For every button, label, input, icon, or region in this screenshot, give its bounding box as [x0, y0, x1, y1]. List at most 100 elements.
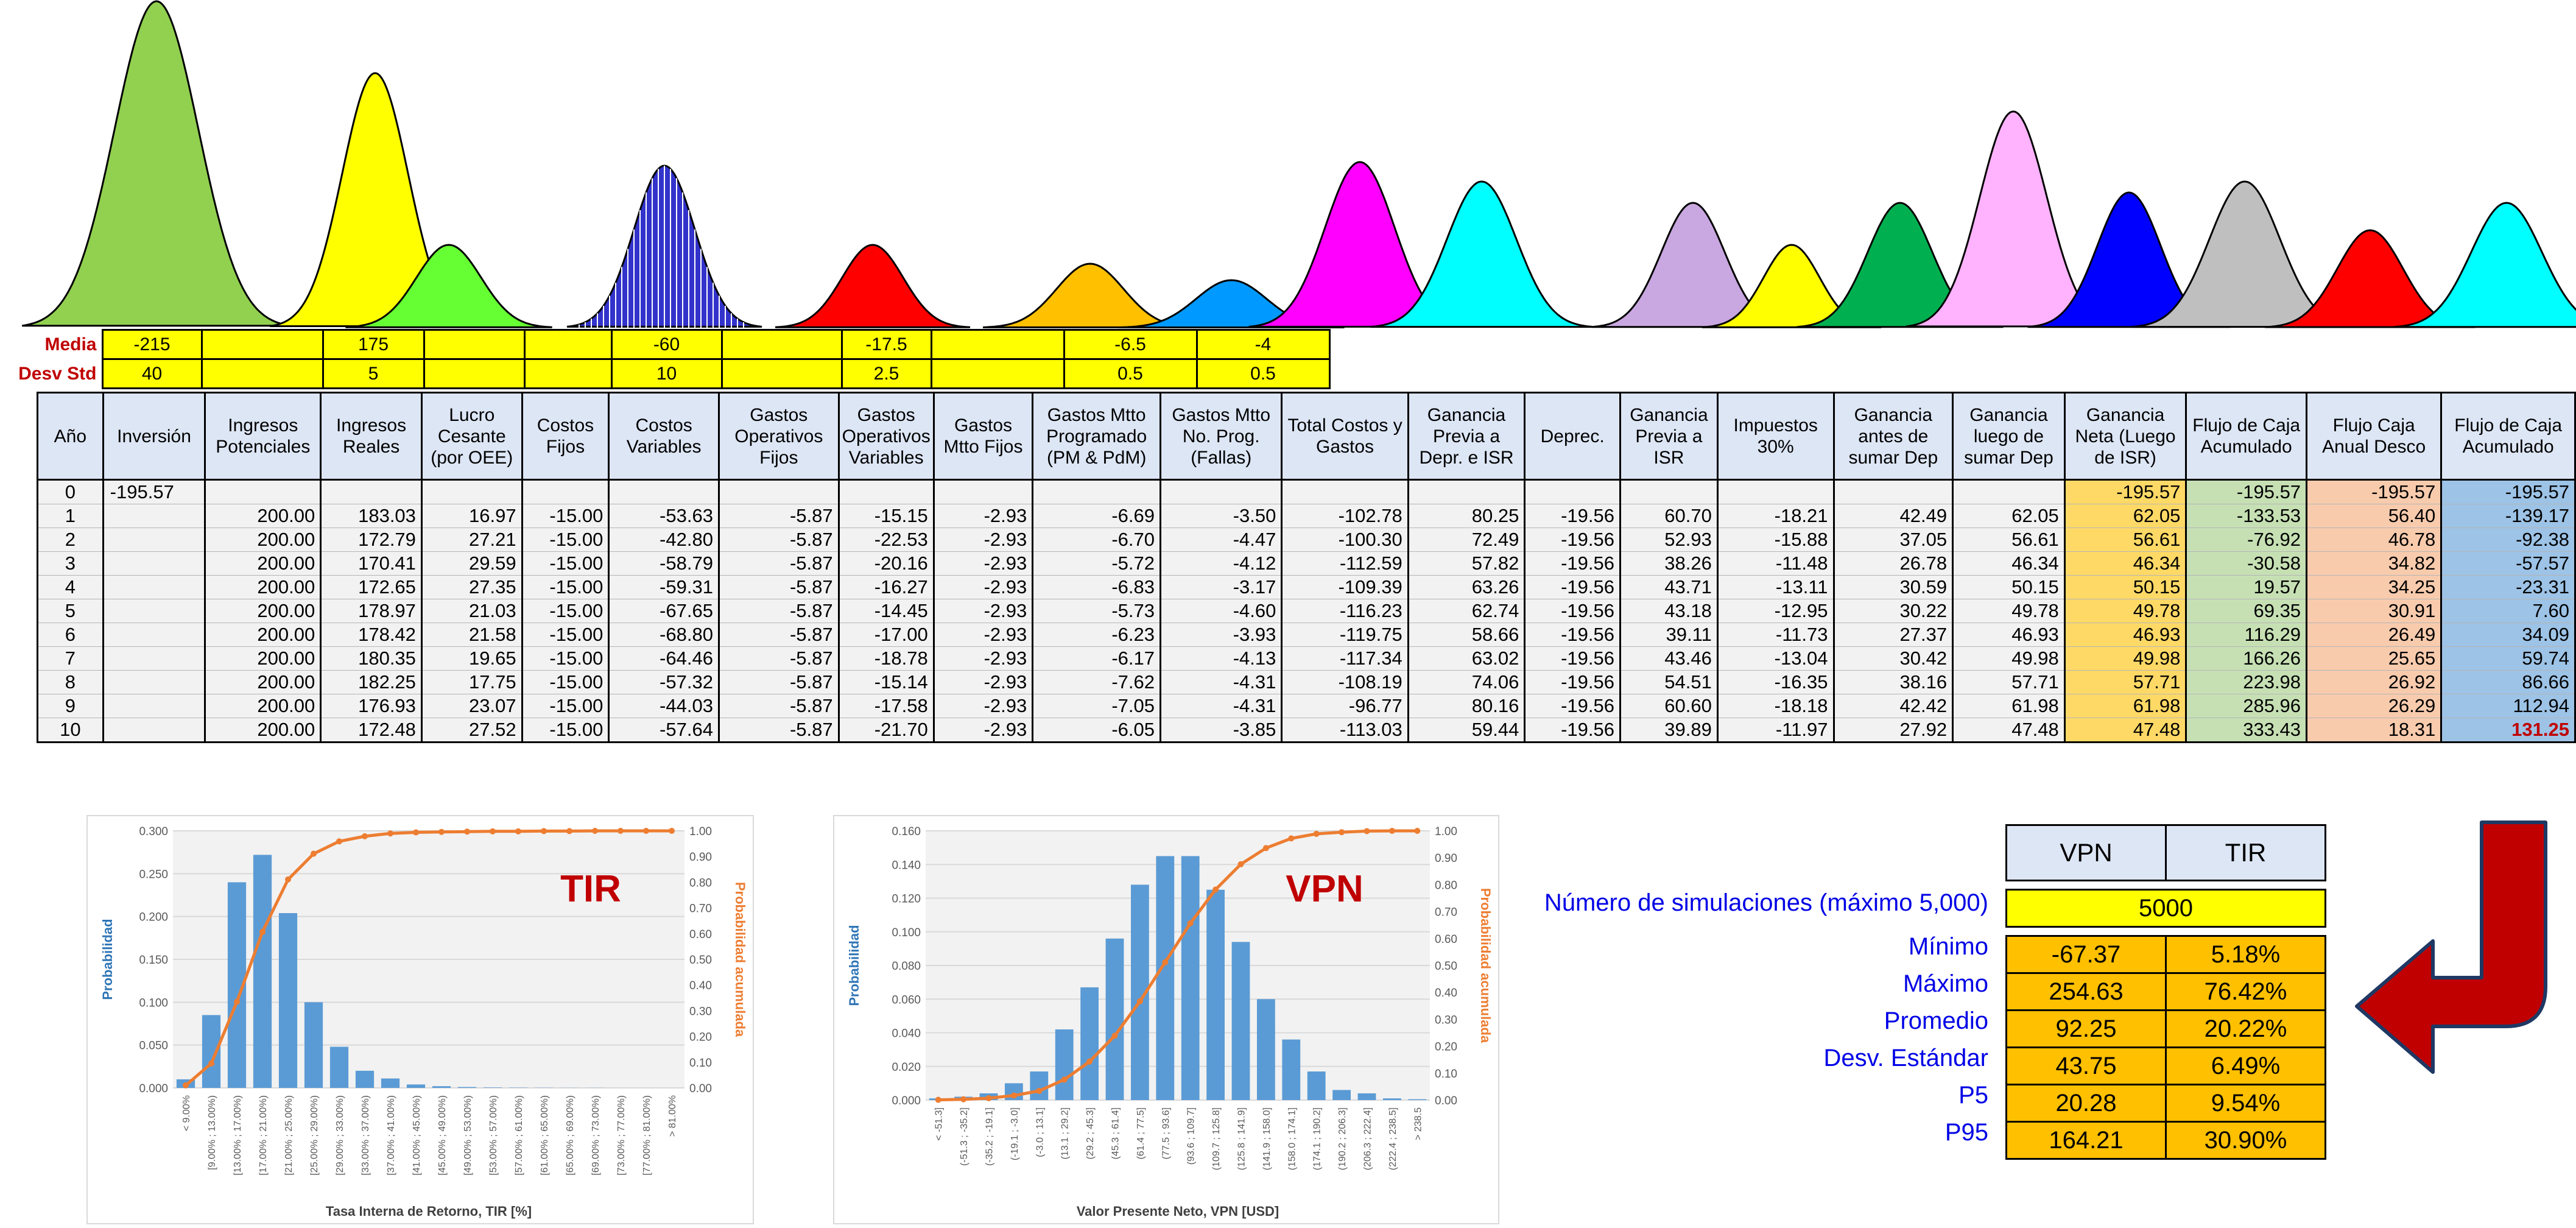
table-cell[interactable]: 47.48: [2063, 718, 2187, 743]
table-cell[interactable]: 46.78: [2306, 528, 2443, 552]
table-cell[interactable]: 43.71: [1619, 575, 1719, 599]
table-cell[interactable]: -92.38: [2440, 528, 2576, 552]
table-cell[interactable]: 26.78: [1832, 551, 1954, 576]
table-cell[interactable]: 47.48: [1952, 718, 2066, 743]
table-cell[interactable]: -17.58: [837, 694, 935, 718]
table-cell[interactable]: -17.00: [837, 623, 935, 647]
table-cell[interactable]: -11.73: [1716, 623, 1835, 647]
table-cell[interactable]: -57.32: [608, 670, 720, 694]
table-cell[interactable]: 80.16: [1407, 694, 1526, 718]
table-cell[interactable]: -133.53: [2185, 504, 2308, 528]
table-cell[interactable]: 30.42: [1832, 646, 1954, 671]
table-cell[interactable]: -7.05: [1032, 694, 1162, 718]
table-cell[interactable]: 26.92: [2306, 670, 2443, 694]
table-cell[interactable]: 69.35: [2185, 599, 2308, 623]
table-cell[interactable]: -15.00: [521, 718, 610, 743]
table-cell[interactable]: 9: [37, 694, 104, 718]
table-cell[interactable]: -6.83: [1032, 575, 1162, 599]
table-cell[interactable]: 27.52: [420, 718, 523, 743]
table-cell[interactable]: 56.40: [2306, 504, 2443, 528]
table-cell[interactable]: 180.35: [320, 646, 423, 671]
table-cell[interactable]: 2: [37, 528, 104, 552]
table-cell[interactable]: 10: [37, 718, 104, 743]
table-cell[interactable]: 30.91: [2306, 599, 2443, 623]
desv-cell[interactable]: 0.5: [1195, 358, 1331, 389]
table-cell[interactable]: 49.98: [2063, 646, 2187, 671]
table-cell[interactable]: 200.00: [204, 670, 322, 694]
table-cell[interactable]: -13.04: [1716, 646, 1835, 671]
table-cell[interactable]: -11.97: [1716, 718, 1835, 743]
table-cell[interactable]: -15.00: [521, 575, 610, 599]
table-cell[interactable]: -5.73: [1032, 599, 1162, 623]
table-cell[interactable]: 178.97: [320, 599, 423, 623]
table-cell[interactable]: -19.56: [1524, 694, 1621, 718]
table-cell[interactable]: -15.00: [521, 551, 610, 576]
table-cell[interactable]: 57.82: [1407, 551, 1526, 576]
table-cell[interactable]: 61.98: [1952, 694, 2066, 718]
table-cell[interactable]: 172.79: [320, 528, 423, 552]
table-cell[interactable]: 131.25: [2440, 718, 2576, 743]
table-cell[interactable]: 72.49: [1407, 528, 1526, 552]
media-cell[interactable]: -215: [101, 329, 203, 360]
table-cell[interactable]: -5.87: [717, 504, 840, 528]
table-cell[interactable]: 21.58: [420, 623, 523, 647]
table-cell[interactable]: -6.69: [1032, 504, 1162, 528]
table-cell[interactable]: -112.59: [1281, 551, 1409, 576]
table-cell[interactable]: 60.60: [1619, 694, 1719, 718]
table-cell[interactable]: -68.80: [608, 623, 720, 647]
table-cell[interactable]: 25.65: [2306, 646, 2443, 671]
table-cell[interactable]: [204, 479, 322, 504]
table-cell[interactable]: 19.65: [420, 646, 523, 671]
table-cell[interactable]: [102, 694, 206, 718]
table-cell[interactable]: 46.93: [1952, 623, 2066, 647]
table-cell[interactable]: [102, 646, 206, 671]
table-cell[interactable]: 49.98: [1952, 646, 2066, 671]
table-cell[interactable]: -2.93: [932, 504, 1034, 528]
table-cell[interactable]: 178.42: [320, 623, 423, 647]
table-cell[interactable]: -6.17: [1032, 646, 1162, 671]
table-cell[interactable]: 37.05: [1832, 528, 1954, 552]
table-cell[interactable]: 166.26: [2185, 646, 2308, 671]
desv-cell[interactable]: 5: [322, 358, 425, 389]
table-cell[interactable]: -30.58: [2185, 551, 2308, 576]
table-cell[interactable]: 34.09: [2440, 623, 2576, 647]
table-cell[interactable]: 5: [37, 599, 104, 623]
table-cell[interactable]: [717, 479, 840, 504]
table-cell[interactable]: -67.65: [608, 599, 720, 623]
table-cell[interactable]: 54.51: [1619, 670, 1719, 694]
table-cell[interactable]: 29.59: [420, 551, 523, 576]
table-cell[interactable]: -2.93: [932, 599, 1034, 623]
table-cell[interactable]: 0: [37, 479, 104, 504]
table-cell[interactable]: 333.43: [2185, 718, 2308, 743]
desv-cell[interactable]: [423, 358, 526, 389]
table-cell[interactable]: -4.31: [1160, 694, 1283, 718]
table-cell[interactable]: -53.63: [608, 504, 720, 528]
table-cell[interactable]: -15.00: [521, 528, 610, 552]
table-cell[interactable]: 39.11: [1619, 623, 1719, 647]
table-cell[interactable]: 86.66: [2440, 670, 2576, 694]
table-cell[interactable]: -5.87: [717, 575, 840, 599]
table-cell[interactable]: [1952, 479, 2066, 504]
table-cell[interactable]: [102, 599, 206, 623]
table-cell[interactable]: 285.96: [2185, 694, 2308, 718]
desv-cell[interactable]: [200, 358, 324, 389]
desv-cell[interactable]: [930, 358, 1065, 389]
media-cell[interactable]: -60: [610, 329, 723, 360]
table-cell[interactable]: 62.74: [1407, 599, 1526, 623]
media-cell[interactable]: [523, 329, 613, 360]
table-cell[interactable]: -108.19: [1281, 670, 1409, 694]
media-cell[interactable]: 175: [322, 329, 425, 360]
table-cell[interactable]: 59.44: [1407, 718, 1526, 743]
table-cell[interactable]: -18.21: [1716, 504, 1835, 528]
table-cell[interactable]: -7.62: [1032, 670, 1162, 694]
table-cell[interactable]: 116.29: [2185, 623, 2308, 647]
table-cell[interactable]: [102, 551, 206, 576]
table-cell[interactable]: 4: [37, 575, 104, 599]
desv-cell[interactable]: 10: [610, 358, 723, 389]
table-cell[interactable]: -19.56: [1524, 599, 1621, 623]
table-cell[interactable]: -18.18: [1716, 694, 1835, 718]
table-cell[interactable]: -6.70: [1032, 528, 1162, 552]
table-cell[interactable]: 46.34: [1952, 551, 2066, 576]
table-cell[interactable]: 62.05: [1952, 504, 2066, 528]
table-cell[interactable]: 34.82: [2306, 551, 2443, 576]
